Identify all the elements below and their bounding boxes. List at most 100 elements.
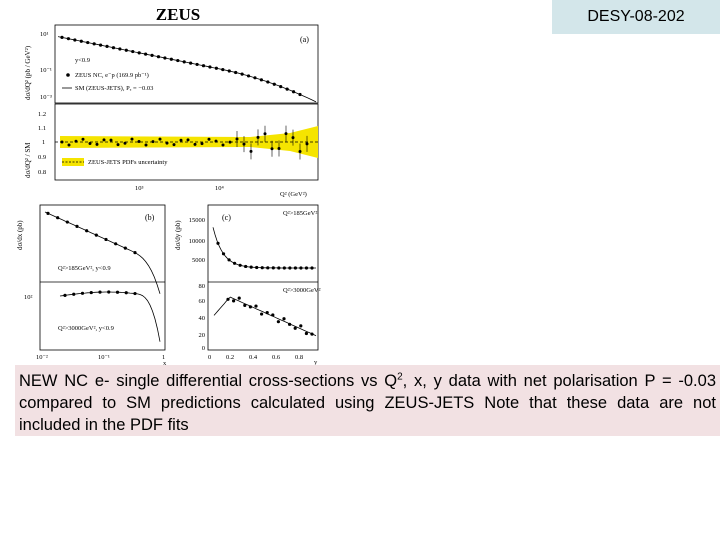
- marker: [123, 141, 127, 145]
- x-axis-label: Q² (GeV²): [280, 191, 307, 198]
- curve: [213, 296, 317, 337]
- marker: [193, 142, 197, 146]
- marker: [131, 49, 135, 54]
- marker: [111, 46, 116, 50]
- marker: [92, 42, 96, 46]
- marker: [200, 142, 204, 146]
- marker: [65, 220, 69, 224]
- marker: [221, 252, 226, 256]
- x-tick-label: 0.2: [226, 354, 234, 361]
- marker: [169, 57, 173, 61]
- marker: [214, 66, 218, 70]
- marker: [94, 233, 98, 237]
- y-tick-label: 80: [199, 283, 206, 290]
- x-tick-label: 0: [208, 354, 211, 361]
- curve: [57, 36, 317, 103]
- y-tick-label: 0.8: [38, 169, 46, 176]
- marker: [298, 92, 302, 97]
- marker: [75, 224, 79, 228]
- marker: [89, 290, 93, 295]
- legend-text: Q²>185GeV²: [283, 210, 317, 217]
- marker: [133, 251, 137, 255]
- x-tick-label: 10⁻¹: [98, 354, 110, 361]
- marker: [66, 37, 71, 41]
- y-tick-label: 0: [202, 345, 205, 352]
- marker: [207, 137, 211, 141]
- y-axis-label: dσ/dy (pb): [174, 220, 182, 250]
- marker: [238, 263, 242, 267]
- marker: [158, 137, 162, 141]
- x-tick-label: 10³: [135, 185, 144, 192]
- marker: [74, 139, 78, 143]
- marker: [67, 143, 71, 147]
- marker: [114, 242, 118, 246]
- axes-frame: [39, 204, 166, 351]
- marker: [104, 237, 108, 242]
- marker: [118, 47, 122, 51]
- curve: [44, 211, 161, 294]
- marker: [248, 305, 252, 309]
- marker: [227, 69, 231, 73]
- x-tick-label: 0.6: [272, 354, 281, 361]
- marker: [255, 265, 259, 270]
- marker: [63, 293, 67, 297]
- caption-text: NEW NC e- single differential cross-sect…: [19, 372, 398, 390]
- marker: [214, 139, 218, 143]
- marker: [123, 246, 127, 250]
- marker: [46, 211, 50, 215]
- marker: [227, 258, 231, 262]
- marker: [299, 324, 303, 328]
- marker: [195, 62, 199, 67]
- marker: [95, 142, 99, 146]
- marker: [272, 82, 276, 86]
- marker: [237, 296, 241, 300]
- marker: [260, 312, 264, 316]
- y-tick-label: 60: [199, 298, 206, 305]
- legend-text: Q²>3000GeV², y<0.9: [58, 325, 114, 332]
- marker: [265, 310, 269, 315]
- marker: [107, 290, 111, 294]
- marker: [282, 266, 286, 270]
- legend-text: SM (ZEUS-JETS), Pₑ = −0.03: [75, 85, 153, 92]
- y-tick-label: 5000: [192, 257, 205, 264]
- y-tick-label: 10²: [24, 294, 33, 301]
- x-tick-label: 0.4: [249, 354, 258, 361]
- marker: [186, 138, 190, 142]
- marker: [80, 291, 85, 295]
- y-tick-label: 10000: [189, 238, 205, 245]
- marker: [216, 241, 220, 245]
- marker: [102, 138, 106, 142]
- panel-tag: (b): [145, 213, 155, 222]
- marker: [299, 266, 303, 270]
- marker: [277, 266, 281, 270]
- curve: [212, 227, 316, 269]
- marker: [288, 322, 292, 326]
- x-tick-label: 10⁴: [215, 185, 225, 192]
- marker: [179, 138, 183, 142]
- marker: [259, 78, 264, 82]
- marker: [201, 64, 206, 68]
- y-tick-label: 10¹: [40, 31, 49, 38]
- marker: [304, 331, 308, 336]
- uncertainty-band: [60, 126, 318, 158]
- marker: [98, 290, 102, 294]
- x-tick-label: 1: [162, 354, 165, 361]
- y-tick-label: 1.1: [38, 125, 46, 132]
- marker: [137, 51, 141, 55]
- y-tick-label: 10⁻¹: [40, 67, 52, 74]
- marker: [60, 35, 64, 40]
- marker: [260, 266, 264, 270]
- marker: [221, 67, 225, 72]
- marker: [85, 229, 89, 233]
- marker: [208, 65, 212, 69]
- marker: [228, 140, 232, 144]
- marker: [232, 299, 236, 303]
- marker: [266, 80, 270, 84]
- marker: [234, 70, 238, 75]
- marker: [165, 141, 169, 145]
- y-tick-label: 10⁻³: [40, 94, 52, 101]
- marker: [137, 140, 141, 144]
- marker: [271, 266, 275, 270]
- marker: [109, 138, 113, 142]
- marker: [60, 140, 64, 144]
